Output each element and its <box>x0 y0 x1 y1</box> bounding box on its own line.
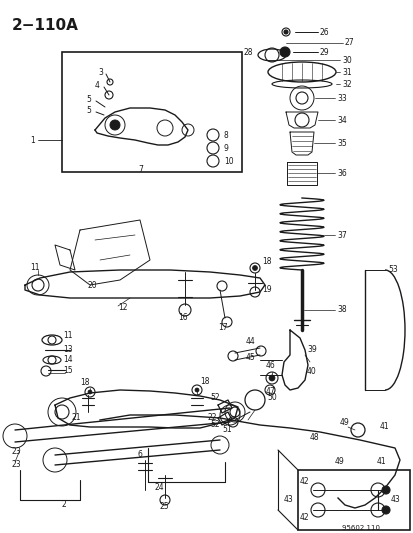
Circle shape <box>381 506 389 514</box>
Text: 44: 44 <box>245 337 255 346</box>
Text: 52: 52 <box>209 421 219 430</box>
Text: 18: 18 <box>261 257 271 266</box>
Circle shape <box>110 120 120 130</box>
Text: 31: 31 <box>341 68 351 77</box>
Circle shape <box>279 47 289 57</box>
Circle shape <box>252 265 257 271</box>
Text: 2: 2 <box>62 500 66 510</box>
Text: 2−110A: 2−110A <box>12 18 79 33</box>
Text: 41: 41 <box>376 457 386 466</box>
Text: 38: 38 <box>336 305 346 314</box>
Text: 50: 50 <box>266 393 276 402</box>
Text: 42: 42 <box>299 478 309 487</box>
Text: 25: 25 <box>159 503 169 512</box>
Text: 42: 42 <box>299 513 309 522</box>
Text: 18: 18 <box>199 377 209 386</box>
Bar <box>297 470 409 530</box>
Text: 16: 16 <box>178 313 187 322</box>
Text: 7: 7 <box>138 166 142 174</box>
Text: 3: 3 <box>98 68 102 77</box>
Text: 39: 39 <box>306 345 316 354</box>
Text: 19: 19 <box>261 286 271 295</box>
Text: 22: 22 <box>207 414 217 423</box>
Text: 49: 49 <box>334 457 344 466</box>
Text: 43: 43 <box>390 496 400 505</box>
Text: 20: 20 <box>88 280 97 289</box>
Text: 4: 4 <box>95 80 100 90</box>
Text: 29: 29 <box>319 47 329 56</box>
Bar <box>62 52 242 172</box>
Text: 36: 36 <box>336 168 346 177</box>
Text: 17: 17 <box>218 324 227 333</box>
Text: 11: 11 <box>63 332 72 341</box>
Text: 49: 49 <box>339 418 349 427</box>
Text: 5: 5 <box>86 106 91 115</box>
Text: 1: 1 <box>30 135 35 144</box>
Text: 21: 21 <box>72 414 81 423</box>
Circle shape <box>283 30 287 34</box>
Text: 15: 15 <box>63 367 72 376</box>
Circle shape <box>268 375 274 381</box>
Text: 51: 51 <box>221 425 231 434</box>
Text: 28: 28 <box>243 47 253 56</box>
Text: 23: 23 <box>12 461 21 470</box>
Text: 45: 45 <box>245 353 255 362</box>
Text: 47: 47 <box>266 387 275 397</box>
Text: 34: 34 <box>336 116 346 125</box>
Text: 8: 8 <box>223 131 228 140</box>
Text: 43: 43 <box>283 496 293 505</box>
Text: 18: 18 <box>80 378 89 387</box>
Text: 53: 53 <box>387 265 397 274</box>
Text: 26: 26 <box>319 28 329 36</box>
Text: 32: 32 <box>341 79 351 88</box>
Text: 14: 14 <box>63 356 72 365</box>
Text: 9: 9 <box>223 143 228 152</box>
Text: 46: 46 <box>266 361 275 370</box>
Text: 95602 110: 95602 110 <box>341 525 379 531</box>
Text: 37: 37 <box>336 230 346 239</box>
Text: 12: 12 <box>118 303 127 312</box>
Text: 10: 10 <box>223 157 233 166</box>
Circle shape <box>195 388 199 392</box>
Text: 41: 41 <box>379 423 389 432</box>
Circle shape <box>88 390 92 394</box>
Text: 40: 40 <box>306 367 316 376</box>
Text: 35: 35 <box>336 139 346 148</box>
Text: 52: 52 <box>209 393 219 402</box>
Text: 5: 5 <box>86 94 91 103</box>
Text: 48: 48 <box>309 433 319 442</box>
Circle shape <box>381 486 389 494</box>
Text: 13: 13 <box>63 345 72 354</box>
Text: 24: 24 <box>154 483 164 492</box>
Text: 30: 30 <box>341 55 351 64</box>
Text: 23: 23 <box>12 448 21 456</box>
Text: 11: 11 <box>30 263 39 272</box>
Text: 6: 6 <box>138 450 142 459</box>
Text: 33: 33 <box>336 93 346 102</box>
Text: 27: 27 <box>344 37 354 46</box>
